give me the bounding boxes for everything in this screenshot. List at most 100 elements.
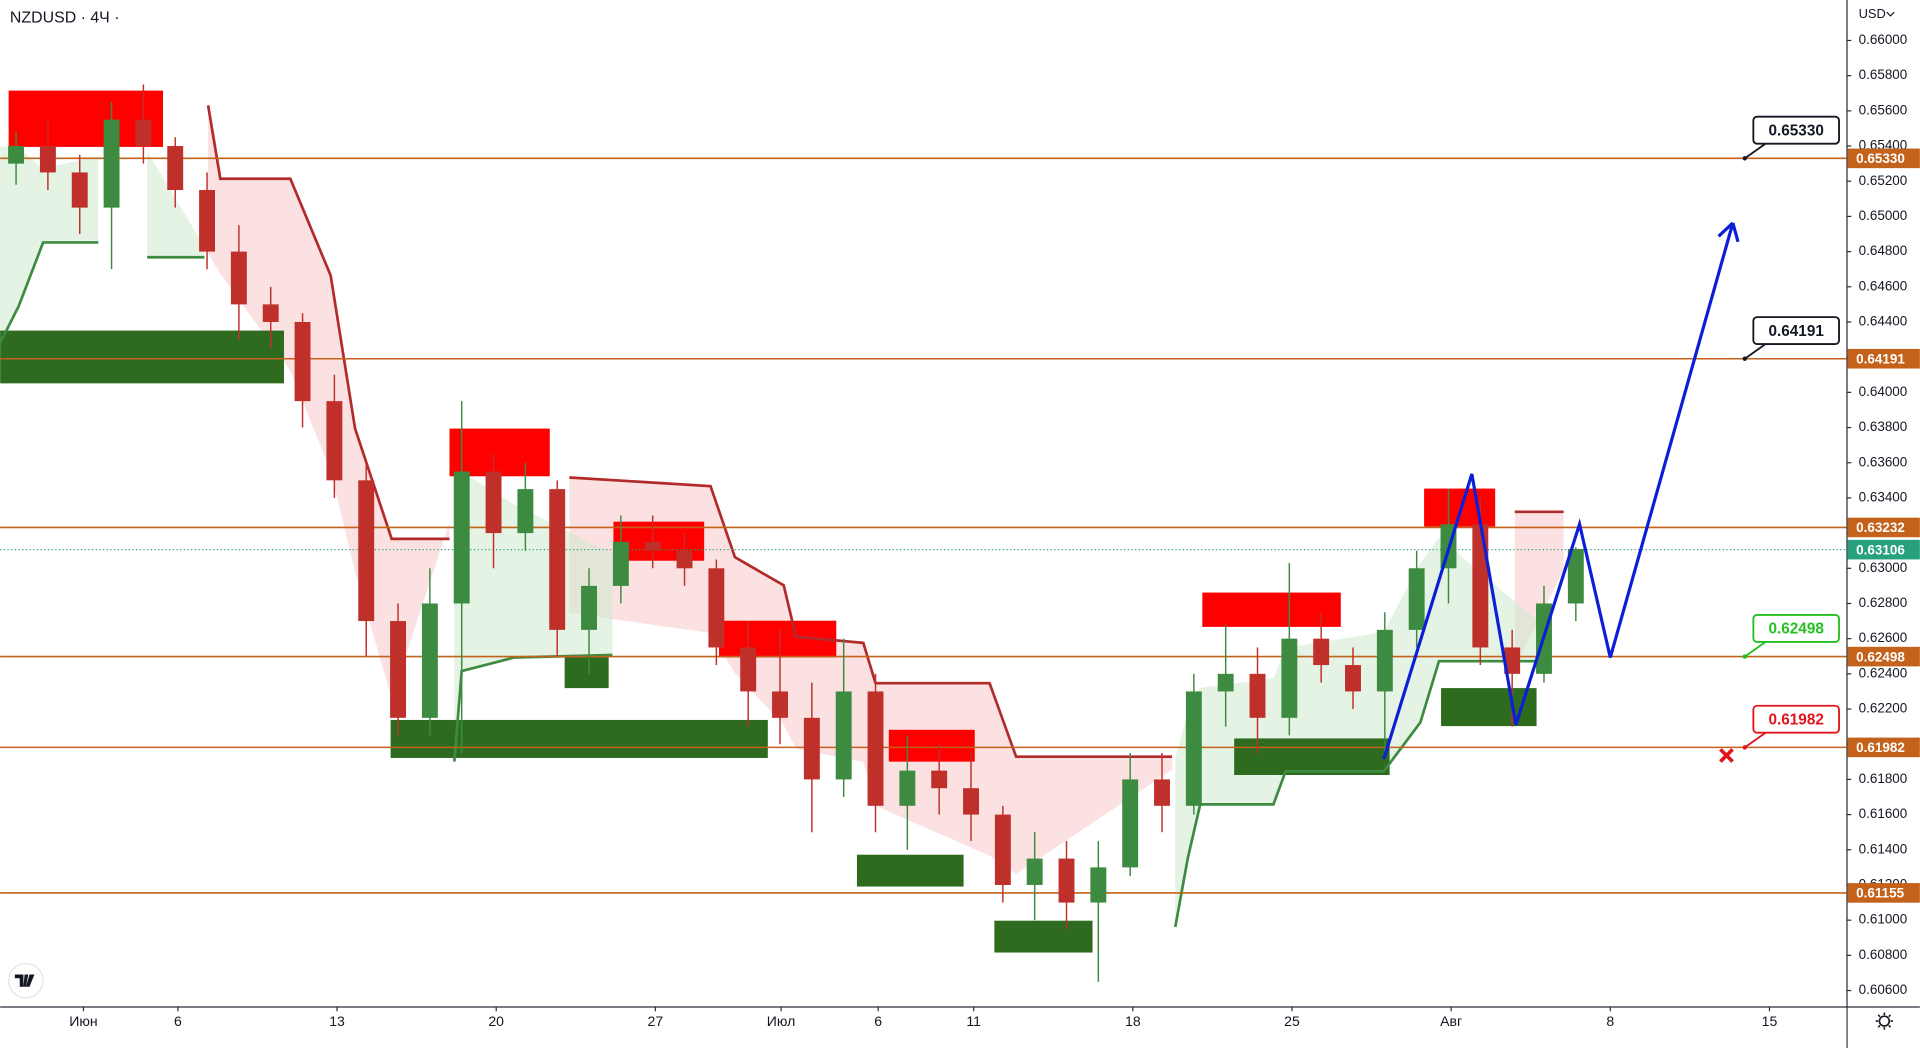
level-axis-label: 0.63232 bbox=[1856, 520, 1905, 535]
candle-body bbox=[899, 770, 916, 806]
zone bbox=[390, 719, 768, 758]
y-tick-label: 0.64000 bbox=[1859, 384, 1908, 399]
callout-box bbox=[1752, 316, 1840, 345]
candle-body bbox=[549, 489, 566, 630]
level-axis-label: 0.61982 bbox=[1856, 740, 1905, 755]
level-axis-box bbox=[1847, 646, 1920, 667]
candle-body bbox=[644, 541, 661, 551]
y-tick-label: 0.65600 bbox=[1859, 102, 1908, 117]
y-tick-label: 0.61400 bbox=[1859, 841, 1908, 856]
candle-body bbox=[517, 489, 534, 534]
candle-body bbox=[358, 480, 375, 622]
candle-body bbox=[676, 550, 693, 569]
projection-arrowhead bbox=[1717, 221, 1740, 243]
callout-pointer bbox=[1744, 641, 1767, 658]
zone bbox=[888, 729, 975, 762]
candle-body bbox=[199, 190, 216, 252]
y-tick-label: 0.65200 bbox=[1859, 173, 1908, 188]
candle-body bbox=[1249, 673, 1266, 718]
candle-body bbox=[294, 321, 311, 402]
level-axis-box bbox=[1847, 737, 1920, 758]
time-axis-bg bbox=[0, 1006, 1847, 1048]
candle-body bbox=[772, 691, 788, 718]
candle-body bbox=[1345, 665, 1361, 692]
callout-text: 0.64191 bbox=[1769, 323, 1825, 340]
zone bbox=[1202, 592, 1341, 627]
candle-body bbox=[1154, 779, 1170, 806]
candle-body bbox=[963, 788, 979, 815]
x-tick-label: 15 bbox=[1762, 1013, 1778, 1029]
x-tick-label: Июн bbox=[69, 1013, 97, 1029]
candle-body bbox=[612, 541, 629, 586]
candle-body bbox=[931, 770, 948, 789]
symbol-title: NZDUSD · 4Ч · bbox=[10, 10, 120, 27]
last-price-box bbox=[1847, 539, 1920, 560]
currency-chevron[interactable] bbox=[1886, 11, 1895, 17]
candle-body bbox=[581, 585, 597, 630]
callout-anchor bbox=[1742, 745, 1747, 750]
level-axis-label: 0.65330 bbox=[1856, 151, 1905, 166]
candle-body bbox=[1281, 638, 1298, 718]
candle-body bbox=[167, 146, 184, 191]
callout-anchor bbox=[1742, 654, 1747, 659]
zone bbox=[994, 920, 1093, 953]
level-axis-box bbox=[1847, 517, 1920, 538]
axes: 0.606000.608000.610000.612000.614000.616… bbox=[69, 32, 1920, 1029]
y-tick-label: 0.64400 bbox=[1859, 314, 1908, 329]
candle-body bbox=[71, 172, 88, 208]
candle-body bbox=[135, 119, 152, 147]
level-axis-label: 0.64191 bbox=[1856, 352, 1905, 367]
candle-body bbox=[485, 471, 502, 534]
indicator-line bbox=[0, 241, 99, 344]
candle-body bbox=[867, 691, 884, 806]
projection-line bbox=[1382, 222, 1735, 760]
candle-body bbox=[708, 568, 725, 648]
zone bbox=[1424, 488, 1496, 527]
candle-body bbox=[453, 471, 470, 604]
callout-text: 0.62498 bbox=[1769, 621, 1825, 638]
candle-body bbox=[103, 119, 120, 208]
x-tick-label: 11 bbox=[966, 1013, 981, 1029]
callout-anchor bbox=[1742, 156, 1747, 161]
y-tick-label: 0.62800 bbox=[1859, 595, 1908, 610]
zone bbox=[564, 655, 609, 689]
y-tick-label: 0.61800 bbox=[1859, 771, 1908, 786]
y-tick-label: 0.64800 bbox=[1859, 243, 1908, 258]
y-tick-label: 0.63400 bbox=[1859, 489, 1908, 504]
zone bbox=[1234, 738, 1390, 776]
tv-logo bbox=[8, 962, 44, 999]
candle-body bbox=[326, 401, 343, 481]
x-tick-label: 18 bbox=[1125, 1013, 1141, 1029]
candle-body bbox=[421, 603, 438, 718]
level-axis-box bbox=[1847, 148, 1920, 169]
candle-body bbox=[1408, 568, 1425, 630]
candle-body bbox=[1185, 691, 1202, 806]
callout-anchor bbox=[1742, 356, 1747, 361]
currency-label: USD bbox=[1859, 6, 1886, 21]
candle-body bbox=[803, 717, 820, 780]
callout-box bbox=[1752, 704, 1840, 734]
candle-body bbox=[1504, 647, 1521, 674]
level-axis-box bbox=[1847, 348, 1920, 369]
level-axis-label: 0.62498 bbox=[1856, 649, 1905, 664]
last-price-label: 0.63106 bbox=[1856, 542, 1905, 557]
candle-body bbox=[1313, 638, 1330, 666]
callout-text: 0.65330 bbox=[1769, 122, 1824, 139]
candle-body bbox=[835, 691, 852, 780]
stop-marker bbox=[1719, 748, 1734, 763]
x-tick-label: 6 bbox=[174, 1013, 182, 1029]
y-tick-label: 0.63000 bbox=[1859, 560, 1908, 575]
callout-box bbox=[1752, 115, 1840, 145]
candle-body bbox=[230, 251, 247, 305]
callout-pointer bbox=[1744, 343, 1767, 360]
y-tick-label: 0.63800 bbox=[1859, 419, 1908, 434]
y-tick-label: 0.61000 bbox=[1859, 912, 1908, 927]
candle-body bbox=[39, 146, 56, 173]
x-tick-label: 25 bbox=[1284, 1013, 1300, 1029]
settings-icon[interactable] bbox=[1875, 1012, 1893, 1030]
x-tick-label: 13 bbox=[329, 1013, 345, 1029]
candle-body bbox=[390, 621, 407, 718]
candle-body bbox=[8, 146, 25, 164]
